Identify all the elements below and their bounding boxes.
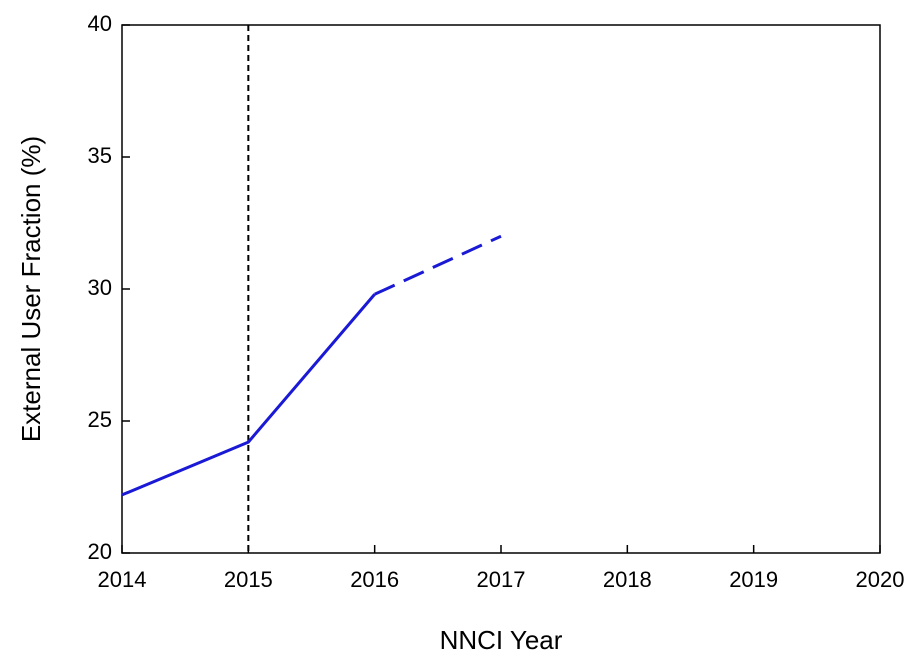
x-tick-label: 2015 [224,567,273,592]
x-tick-label: 2017 [477,567,526,592]
y-tick-label: 40 [88,11,112,36]
data-line [374,234,502,296]
x-axis-title: NNCI Year [440,625,563,655]
x-tick-label: 2019 [729,567,778,592]
y-tick-label: 20 [88,539,112,564]
x-tick-label: 2020 [856,567,905,592]
y-tick-label: 25 [88,407,112,432]
plot-frame [121,24,881,554]
x-tick-label: 2016 [350,567,399,592]
x-tick-label: 2014 [98,567,147,592]
y-tick-label: 35 [88,143,112,168]
y-tick-label: 30 [88,275,112,300]
data-line [121,293,376,497]
y-axis-title: External User Fraction (%) [16,136,46,442]
x-tick-label: 2018 [603,567,652,592]
